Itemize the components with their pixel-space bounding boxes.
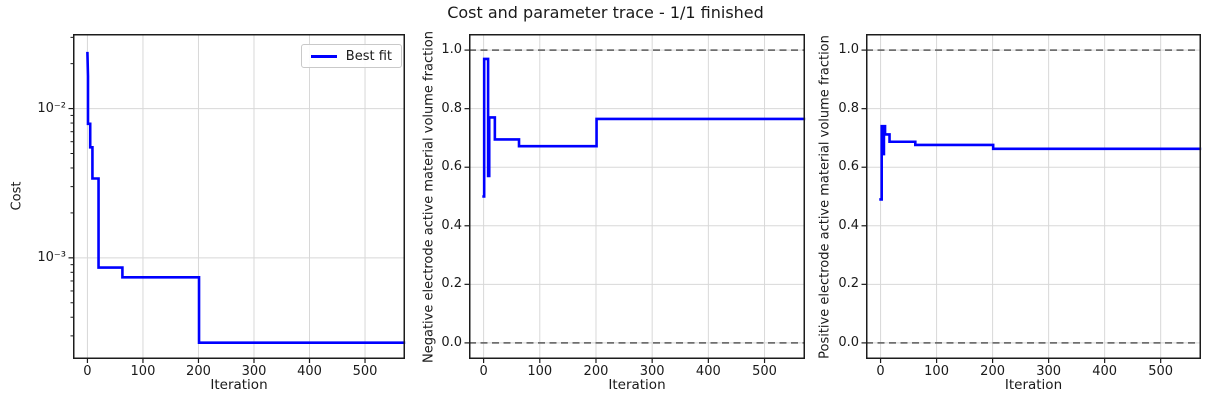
axes-spine xyxy=(469,34,805,359)
cost-plot-canvas xyxy=(68,34,406,363)
x-tick-label: 400 xyxy=(297,364,322,379)
y-tick-label: 1.0 xyxy=(441,42,462,58)
y-tick-label: 0.6 xyxy=(838,159,859,175)
y-tick-label: 0.8 xyxy=(441,100,462,116)
positive-electrode-plot-canvas xyxy=(861,34,1202,363)
x-tick-label: 200 xyxy=(980,364,1006,379)
y-tick-label: 0.0 xyxy=(838,334,859,350)
y-tick-label: 10⁻³ xyxy=(37,249,66,265)
y-tick-label: 1.0 xyxy=(838,42,859,58)
positive-electrode-plot xyxy=(861,34,1202,363)
x-tick-label: 200 xyxy=(583,364,609,379)
positive-electrode-ylabel: Positive electrode active material volum… xyxy=(817,35,833,359)
y-tick-label: 0.6 xyxy=(441,159,462,175)
negative-electrode-plot xyxy=(464,34,806,363)
x-tick-label: 500 xyxy=(352,364,378,379)
x-tick-label: 500 xyxy=(1148,364,1174,379)
negative-electrode-plot-canvas xyxy=(464,34,806,363)
axes-spine xyxy=(866,34,1201,359)
y-tick-label: 0.2 xyxy=(441,276,462,292)
legend-label: Best fit xyxy=(345,48,392,64)
cost-ylabel: Cost xyxy=(9,181,25,211)
y-tick-label: 0.4 xyxy=(838,217,859,233)
y-tick-label: 0.0 xyxy=(441,334,462,350)
x-tick-label: 300 xyxy=(1036,364,1062,379)
trace-line xyxy=(482,57,806,198)
x-tick-label: 500 xyxy=(752,364,777,379)
y-tick-label: 0.8 xyxy=(838,100,859,116)
x-tick-label: 400 xyxy=(1092,364,1118,379)
iteration-xlabel: Iteration xyxy=(1004,377,1063,393)
legend: Best fit xyxy=(300,44,402,68)
x-tick-label: 100 xyxy=(130,364,156,379)
x-tick-label: 400 xyxy=(695,364,721,379)
trace-line xyxy=(86,51,406,345)
x-tick-label: 0 xyxy=(83,364,92,379)
x-tick-label: 100 xyxy=(924,364,949,379)
iteration-xlabel: Iteration xyxy=(608,377,666,393)
cost-plot: Best fit xyxy=(68,34,406,363)
axes-spine xyxy=(73,34,405,359)
best-fit-line-sample xyxy=(310,54,337,58)
trace-line xyxy=(879,124,1202,201)
x-tick-label: 200 xyxy=(186,364,211,379)
x-tick-label: 300 xyxy=(639,364,665,379)
negative-electrode-ylabel: Negative electrode active material volum… xyxy=(421,31,437,363)
y-tick-label: 0.4 xyxy=(441,217,462,233)
x-tick-label: 100 xyxy=(527,364,553,379)
y-tick-label: 10⁻² xyxy=(37,100,66,116)
x-tick-label: 0 xyxy=(876,364,885,379)
figure-title: Cost and parameter trace - 1/1 finished xyxy=(447,3,764,22)
x-tick-label: 300 xyxy=(241,364,267,379)
iteration-xlabel: Iteration xyxy=(210,377,268,393)
y-tick-label: 0.2 xyxy=(838,276,859,292)
x-tick-label: 0 xyxy=(479,364,488,379)
